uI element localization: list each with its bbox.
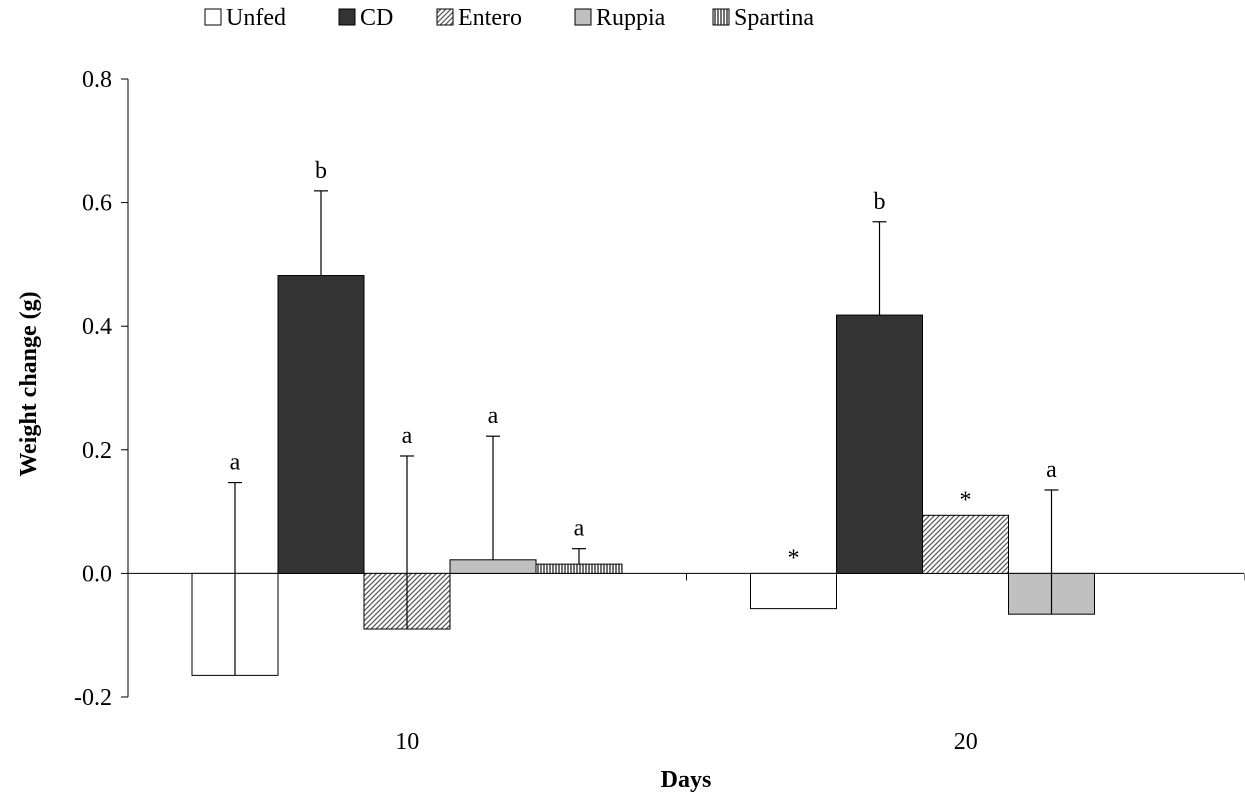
significance-label: a	[230, 450, 241, 476]
legend-label: Ruppia	[596, 5, 666, 31]
legend-item-unfed: Unfed	[204, 5, 286, 31]
bar-spartina-10	[535, 563, 623, 574]
legend-item-entero: Entero	[436, 5, 522, 31]
error-bar	[872, 221, 887, 316]
error-bar	[1044, 489, 1059, 615]
legend-item-spartina: Spartina	[712, 5, 814, 31]
legend-label: Entero	[458, 5, 522, 31]
x-axis-title: Days	[661, 767, 712, 793]
y-tick-label: 0.2	[82, 438, 112, 464]
error-bar	[572, 548, 586, 565]
legend-swatch	[436, 8, 454, 26]
bar-cd-10	[277, 275, 365, 574]
y-axis-title: Weight change (g)	[16, 291, 42, 476]
bar-entero-20	[922, 514, 1009, 574]
significance-label: b	[874, 189, 886, 215]
legend-swatch	[574, 8, 592, 26]
significance-label: a	[402, 423, 413, 449]
bar-ruppia-10	[449, 559, 537, 574]
error-bar	[400, 455, 414, 630]
legend-item-ruppia: Ruppia	[574, 5, 666, 31]
y-tick-label: 0.4	[82, 314, 112, 340]
legend: Unfed CD Entero Ruppia Spartina	[204, 5, 814, 31]
axes: -0.2 0.0 0.2 0.4 0.6 0.8 10 20	[74, 67, 1245, 755]
significance-label: a	[488, 403, 499, 429]
bar-cd-20	[836, 314, 923, 574]
legend-item-cd: CD	[338, 5, 393, 31]
x-tick-label: 20	[954, 729, 978, 755]
significance-label: a	[1046, 457, 1057, 483]
legend-label: Unfed	[226, 5, 286, 31]
legend-label: Spartina	[734, 5, 814, 31]
significance-label: b	[315, 158, 327, 184]
significance-label: a	[574, 516, 585, 542]
y-tick-label: 0.6	[82, 191, 112, 217]
error-bar	[228, 481, 242, 676]
x-tick-label: 10	[395, 729, 419, 755]
legend-label: CD	[360, 5, 393, 31]
significance-label: *	[960, 487, 972, 513]
bars	[191, 190, 1095, 676]
legend-swatch	[338, 8, 356, 26]
significance-label: *	[788, 545, 800, 571]
error-bar	[486, 435, 500, 560]
error-bar	[314, 190, 328, 276]
bar-unfed-20	[750, 572, 837, 610]
y-tick-label: 0.0	[82, 561, 112, 587]
legend-swatch	[712, 8, 730, 26]
y-tick-label: -0.2	[74, 685, 112, 711]
y-tick-label: 0.8	[82, 67, 112, 93]
legend-swatch	[204, 8, 222, 26]
annotations: a b a a a * b * a	[230, 158, 1058, 572]
